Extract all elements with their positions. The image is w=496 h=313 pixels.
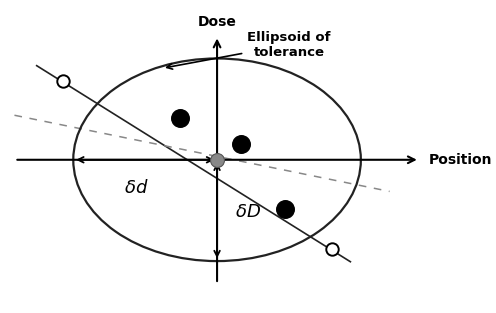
Point [177, 115, 185, 121]
Text: $\delta d$: $\delta d$ [124, 179, 148, 198]
Point [328, 246, 336, 251]
Text: Position: Position [429, 153, 493, 167]
Point [59, 79, 67, 84]
Point [237, 141, 245, 146]
Text: $\delta D$: $\delta D$ [236, 203, 261, 221]
Text: Dose: Dose [197, 15, 237, 29]
Text: Ellipsoid of
tolerance: Ellipsoid of tolerance [167, 31, 331, 69]
Point [213, 157, 221, 162]
Point [281, 207, 289, 212]
